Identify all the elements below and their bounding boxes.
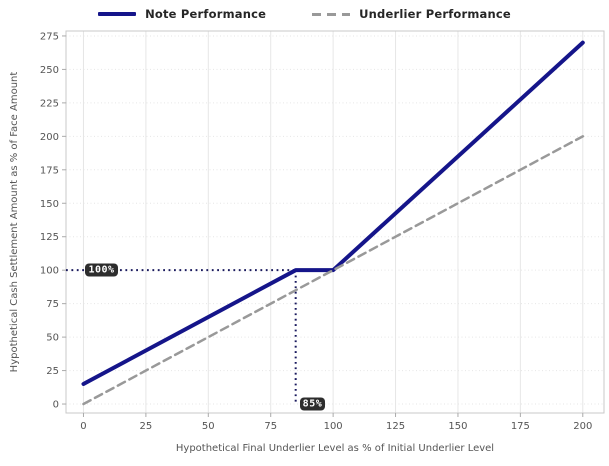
y-tick-label: 75	[46, 299, 59, 310]
x-tick-label: 25	[140, 421, 153, 432]
y-tick-label: 125	[40, 232, 59, 243]
y-tick-label: 200	[40, 132, 59, 143]
x-tick-label: 0	[80, 421, 86, 432]
y-tick-label: 175	[40, 165, 59, 176]
annotation-85-percent-badge: 85%	[299, 397, 326, 411]
x-tick-label: 125	[386, 421, 405, 432]
underlier-line-swatch	[312, 12, 351, 16]
y-tick-label: 150	[40, 199, 59, 210]
legend-item-underlier-performance: Underlier Performance	[312, 7, 511, 21]
note-performance-line	[81, 40, 585, 386]
y-axis-label: Hypothetical Cash Settlement Amount as %…	[9, 72, 20, 373]
x-tick-label: 175	[511, 421, 530, 432]
y-tick-label: 25	[46, 366, 59, 377]
underlier-performance-line	[82, 135, 585, 406]
x-tick-label: 200	[573, 421, 592, 432]
x-tick-label: 50	[202, 421, 215, 432]
note-line-swatch	[98, 12, 137, 16]
plot-border	[65, 30, 605, 414]
annotation-100-percent-badge: 100%	[85, 263, 118, 277]
y-tick-label: 0	[53, 400, 59, 411]
legend: Note Performance Underlier Performance	[0, 7, 609, 21]
legend-item-note-performance: Note Performance	[98, 7, 266, 21]
x-tick-label: 150	[448, 421, 467, 432]
legend-label-underlier-performance: Underlier Performance	[359, 7, 511, 21]
x-tick-label: 100	[324, 421, 343, 432]
x-axis-label: Hypothetical Final Underlier Level as % …	[176, 443, 494, 454]
y-tick-label: 275	[40, 31, 59, 42]
y-tick-label: 250	[40, 65, 59, 76]
y-tick-label: 225	[40, 98, 59, 109]
y-tick-label: 50	[46, 333, 59, 344]
legend-label-note-performance: Note Performance	[145, 7, 267, 21]
x-tick-label: 75	[264, 421, 277, 432]
y-tick-label: 100	[40, 266, 59, 277]
